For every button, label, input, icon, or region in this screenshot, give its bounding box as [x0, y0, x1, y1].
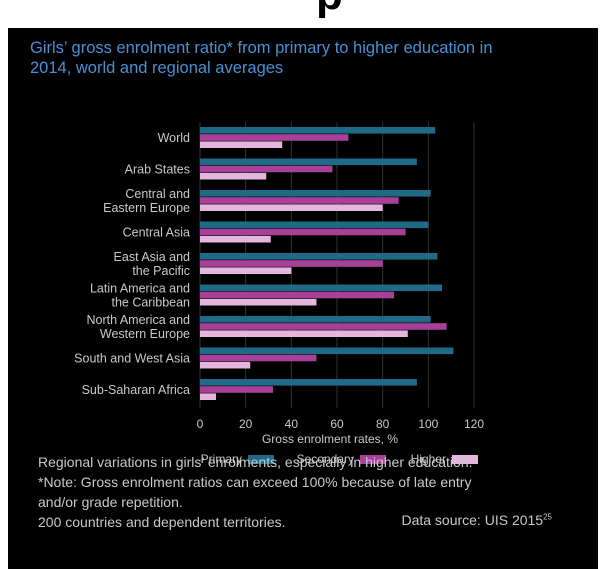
legend: Primary Secondary Higher: [201, 452, 478, 466]
bar-secondary: [200, 386, 274, 393]
legend-label-secondary: Secondary: [297, 452, 354, 466]
bar-higher: [200, 204, 383, 211]
x-tick-label: 60: [330, 417, 344, 431]
bar-primary: [200, 190, 431, 197]
legend-label-primary: Primary: [201, 452, 242, 466]
category-label: Sub-Saharan Africa: [82, 383, 190, 397]
header-fragment: p: [316, 0, 356, 30]
bar-secondary: [200, 165, 333, 173]
x-tick-label: 80: [376, 417, 390, 431]
legend-swatch-secondary: [360, 455, 386, 464]
infographic-panel: [8, 28, 598, 569]
category-label: East Asia and: [114, 250, 190, 264]
category-label: Latin America and: [90, 281, 190, 295]
bar-higher: [200, 267, 292, 274]
note-line: 200 countries and dependent territories.: [38, 514, 286, 530]
x-tick-labels: 0 20 40 60 80 100 120: [197, 417, 485, 431]
legend-label-higher: Higher: [411, 452, 446, 466]
bar-higher: [200, 361, 251, 369]
bar-primary: [200, 127, 436, 134]
category-label: North America and: [86, 313, 190, 327]
bar-primary: [200, 347, 454, 355]
data-source: Data source: UIS 201525: [401, 512, 552, 528]
bar-primary: [200, 379, 417, 386]
x-axis-title: Gross enrolment rates, %: [262, 432, 398, 446]
bar-primary: [200, 221, 429, 229]
x-tick-label: 100: [418, 417, 438, 431]
bar-secondary: [200, 228, 406, 236]
bar-secondary: [200, 197, 399, 204]
bar-higher: [200, 393, 216, 400]
bar-secondary: [200, 134, 349, 141]
legend-swatch-higher: [452, 455, 478, 464]
category-label: the Caribbean: [111, 295, 190, 309]
note-line: *Note: Gross enrolment ratios can exceed…: [38, 474, 472, 490]
note-line: Regional variations in girls’ enrolments…: [38, 454, 473, 470]
bar-primary: [200, 316, 431, 323]
source-text: Data source: UIS 2015: [401, 512, 544, 528]
bar-primary: [200, 158, 417, 166]
category-label: Arab States: [125, 162, 190, 176]
category-label: Central Asia: [123, 225, 190, 239]
bar-secondary: [200, 291, 395, 299]
chart-title: Girls’ gross enrolment ratio* from prima…: [30, 39, 493, 77]
category-label: Eastern Europe: [103, 201, 190, 215]
x-tick-label: 120: [464, 417, 484, 431]
note-line: and/or grade repetition.: [38, 494, 183, 510]
bar-secondary: [200, 354, 317, 362]
bar-higher: [200, 298, 317, 306]
bar-higher: [200, 235, 271, 243]
category-label: World: [158, 131, 190, 145]
category-label: Central and: [125, 187, 190, 201]
x-tick-label: 20: [239, 417, 253, 431]
bar-higher: [200, 172, 267, 180]
x-tick-label: 0: [197, 417, 204, 431]
bar-higher: [200, 141, 283, 148]
category-label: South and West Asia: [74, 351, 190, 365]
category-label: the Pacific: [132, 264, 190, 278]
x-tick-label: 40: [285, 417, 299, 431]
bar-higher: [200, 330, 408, 337]
bar-primary: [200, 284, 443, 292]
category-label: Western Europe: [100, 327, 190, 341]
source-ref: 25: [543, 512, 552, 522]
legend-swatch-primary: [248, 455, 274, 464]
bar-secondary: [200, 260, 383, 267]
bar-primary: [200, 253, 438, 260]
bar-secondary: [200, 323, 447, 330]
bars: [200, 127, 454, 400]
notes: Regional variations in girls’ enrolments…: [38, 452, 578, 532]
